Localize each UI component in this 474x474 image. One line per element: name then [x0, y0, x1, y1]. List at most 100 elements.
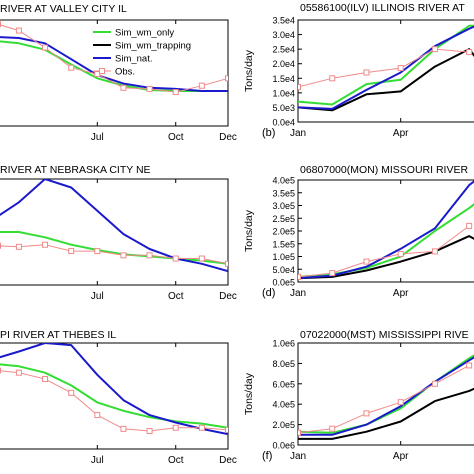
- data-point-obs: [397, 65, 404, 72]
- legend-label: Sim_nat.: [115, 54, 153, 65]
- series-line-obs: [298, 364, 470, 434]
- data-point-obs: [225, 75, 228, 82]
- x-tick-label: Apr: [393, 288, 409, 299]
- plot-frame: [0, 19, 229, 127]
- y-tick-label: 2.0e5: [272, 227, 295, 237]
- panel-label: (d): [262, 287, 275, 299]
- data-point-obs: [0, 21, 1, 28]
- series-line-obs: [0, 244, 228, 265]
- series-line-sim-nat: [0, 179, 228, 273]
- data-point-obs: [172, 255, 179, 262]
- panel-left-middle: RIVER AT NEBRASKA CITY NE Jul Oct Dec: [0, 164, 237, 302]
- data-point-obs: [15, 369, 22, 376]
- data-point-obs: [198, 82, 205, 89]
- data-point-obs: [298, 273, 301, 280]
- panel-label: (f): [262, 450, 272, 462]
- y-tick-label: 0.0e5: [272, 278, 295, 288]
- panel-title: RIVER AT VALLEY CITY IL: [0, 3, 127, 15]
- y-tick-label: 2.0e5: [272, 420, 295, 430]
- data-point-obs: [68, 389, 75, 396]
- x-tick-label: Oct: [168, 291, 184, 302]
- data-point-obs: [68, 64, 75, 71]
- data-point-obs: [120, 252, 127, 259]
- y-axis-label: Tons/day: [243, 209, 255, 252]
- data-point-obs: [0, 367, 1, 374]
- data-point-obs: [172, 424, 179, 431]
- series-group: [0, 343, 228, 436]
- series-line-sim-wm-only: [298, 24, 474, 106]
- x-tick-label: Oct: [168, 132, 184, 143]
- series-group: [298, 354, 474, 440]
- y-axis-label: Tons/day: [243, 372, 255, 415]
- data-point-obs: [225, 426, 228, 433]
- data-point-obs: [146, 85, 153, 92]
- y-tick-label: 1.0e6: [272, 339, 295, 349]
- data-point-obs: [466, 222, 473, 229]
- legend-marker-obs: [99, 68, 105, 74]
- series-line-sim-wm-only: [0, 40, 228, 92]
- y-tick-label: 5.0e3: [272, 103, 295, 113]
- series-line-sim-nat: [0, 343, 228, 436]
- y-tick-label: 1.5e4: [272, 74, 295, 84]
- y-tick-label: 4.0e5: [272, 176, 295, 186]
- x-tick-label: Jan: [290, 128, 306, 139]
- data-point-obs: [146, 252, 153, 259]
- y-tick-label: 3.5e5: [272, 188, 295, 198]
- data-point-obs: [397, 250, 404, 257]
- series-line-sim-wm-trapping: [298, 235, 474, 280]
- data-point-obs: [431, 380, 438, 387]
- y-axis-label: Tons/day: [243, 49, 255, 92]
- legend-label: Sim_wm_trapping: [115, 41, 191, 52]
- series-line-sim-wm-trapping: [298, 387, 474, 440]
- series-line-obs: [298, 225, 470, 278]
- series-line-sim-nat: [298, 356, 474, 436]
- data-point-obs: [466, 362, 473, 369]
- plot-frame: [297, 342, 474, 446]
- y-tick-label: 1.5e5: [272, 239, 295, 249]
- data-point-obs: [146, 427, 153, 434]
- panel-label: (b): [262, 127, 275, 139]
- x-tick-label: Jan: [290, 451, 306, 462]
- y-tick-label: 3.5e4: [272, 16, 295, 26]
- data-point-obs: [120, 425, 127, 432]
- y-tick-label: 1.0e5: [272, 252, 295, 262]
- data-point-obs: [120, 84, 127, 91]
- data-point-obs: [431, 248, 438, 255]
- data-point-obs: [94, 71, 101, 78]
- data-point-obs: [15, 27, 22, 34]
- plot-frame: [297, 179, 474, 283]
- series-line-obs: [0, 24, 228, 93]
- data-point-obs: [42, 44, 49, 51]
- series-line-obs: [0, 370, 228, 432]
- x-tick-label: Jul: [91, 455, 104, 466]
- data-point-obs: [198, 255, 205, 262]
- data-point-obs: [172, 89, 179, 96]
- data-point-obs: [225, 260, 228, 267]
- series-line-sim-wm-only: [0, 231, 228, 265]
- data-point-obs: [42, 376, 49, 383]
- data-point-obs: [94, 248, 101, 255]
- x-tick-label: Dec: [219, 132, 237, 143]
- data-point-obs: [363, 258, 370, 265]
- series-line-sim-wm-only: [298, 354, 474, 434]
- y-tick-label: 2.5e5: [272, 214, 295, 224]
- x-tick-label: Apr: [393, 451, 409, 462]
- plot-frame: [0, 342, 229, 450]
- data-point-obs: [15, 243, 22, 250]
- data-point-obs: [329, 75, 336, 82]
- y-tick-label: 8.0e5: [272, 359, 295, 369]
- data-point-obs: [363, 69, 370, 76]
- x-tick-label: Oct: [168, 455, 184, 466]
- series-group: [0, 179, 228, 273]
- panel-right-middle: 06807000(MON) MISSOURI RIVER 0.0e5 5.0e4 1.…: [243, 164, 474, 299]
- panel-title: 07022000(MST) MISSISSIPPI RIVE: [300, 329, 469, 341]
- series-line-sim-nat: [0, 36, 228, 92]
- legend: Sim_wm_only Sim_wm_trapping Sim_nat. Obs.: [93, 28, 191, 78]
- data-point-obs: [329, 270, 336, 277]
- panel-right-top: 05586100(ILV) ILLINOIS RIVER AT 0.0e4 5.0e…: [243, 2, 474, 139]
- panel-left-bottom: PI RIVER AT THEBES IL Jul Oct Dec: [0, 329, 237, 466]
- series-line-sim-wm-only: [0, 363, 228, 429]
- y-tick-label: 2.5e4: [272, 45, 295, 55]
- series-line-obs: [298, 48, 470, 88]
- legend-label: Obs.: [115, 67, 135, 78]
